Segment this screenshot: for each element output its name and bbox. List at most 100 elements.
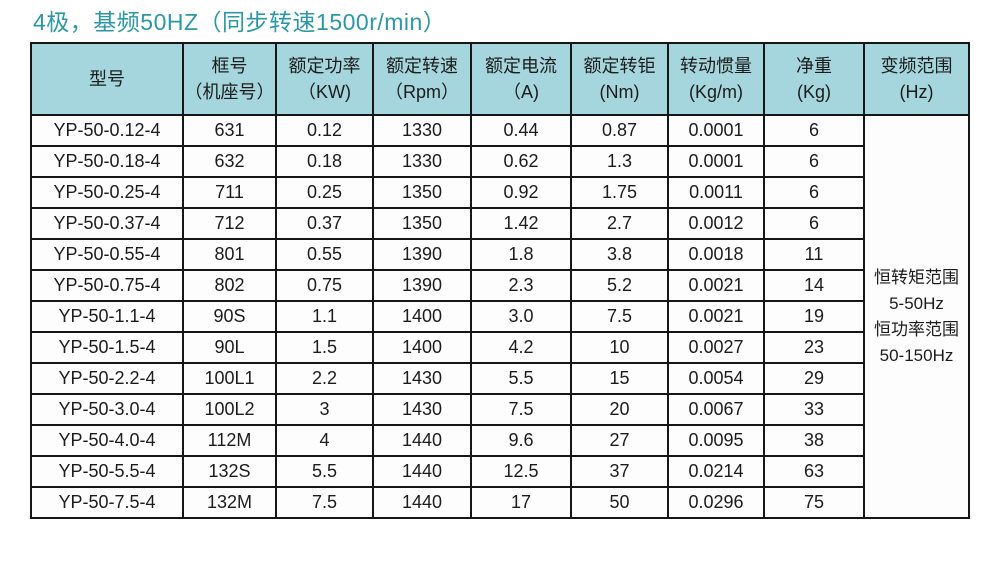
value-cell: 0.18 — [275, 145, 374, 178]
value-cell: 632 — [182, 145, 277, 178]
column-header-name: 额定电流 — [485, 56, 557, 76]
value-cell: 1390 — [372, 269, 472, 302]
value-cell: 2.2 — [275, 362, 374, 395]
column-header-name: 框号 — [211, 56, 248, 76]
value-cell: 0.0011 — [667, 176, 765, 209]
value-cell: 0.92 — [470, 176, 572, 209]
value-cell: 0.0018 — [667, 238, 765, 271]
value-cell: 63 — [763, 455, 865, 488]
column-header-name: 变频范围 — [880, 56, 953, 76]
column-header: 型号 — [30, 42, 184, 116]
column-header: 额定转钜 (Nm) — [570, 42, 669, 116]
value-cell: 0.62 — [470, 145, 572, 178]
model-cell: YP-50-0.18-4 — [30, 145, 184, 178]
model-cell: YP-50-2.2-4 — [30, 362, 184, 395]
value-cell: 2.7 — [570, 207, 669, 240]
value-cell: 7.5 — [275, 486, 374, 519]
value-cell: 9.6 — [470, 424, 572, 457]
value-cell: 0.0054 — [667, 362, 765, 395]
value-cell: 50 — [570, 486, 669, 519]
motor-spec-table: 型号 框号 （机座号） 额定功率 （KW) 额定转速 （Rpm） 额定电流 （A) 额定转钜 (Nm… — [30, 42, 970, 519]
frequency-range-line: 恒功率范围 — [874, 319, 959, 339]
value-cell: 1350 — [372, 207, 472, 240]
value-cell: 3.0 — [470, 300, 572, 333]
value-cell: 38 — [763, 424, 865, 457]
value-cell: 90L — [182, 331, 277, 364]
column-header-unit: (Hz) — [899, 82, 934, 102]
value-cell: 6 — [763, 114, 865, 147]
column-header-unit: (Kg/m) — [689, 82, 743, 102]
value-cell: 12.5 — [470, 455, 572, 488]
value-cell: 100L1 — [182, 362, 277, 395]
value-cell: 0.12 — [275, 114, 374, 147]
value-cell: 1440 — [372, 486, 472, 519]
value-cell: 6 — [763, 207, 865, 240]
column-header-name: 额定功率 — [288, 56, 361, 76]
value-cell: 1440 — [372, 455, 472, 488]
value-cell: 7.5 — [470, 393, 572, 426]
value-cell: 4.2 — [470, 331, 572, 364]
column-header-unit: （机座号） — [184, 82, 275, 102]
value-cell: 1400 — [372, 300, 472, 333]
value-cell: 7.5 — [570, 300, 669, 333]
value-cell: 0.0001 — [667, 114, 765, 147]
value-cell: 0.75 — [275, 269, 374, 302]
column-header: 额定转速 （Rpm） — [372, 42, 472, 116]
table-row: YP-50-3.0-4 100L2 3 1430 7.5 20 0.0067 33 — [30, 393, 969, 426]
value-cell: 631 — [182, 114, 277, 147]
value-cell: 1390 — [372, 238, 472, 271]
value-cell: 11 — [763, 238, 865, 271]
value-cell: 1350 — [372, 176, 472, 209]
value-cell: 0.55 — [275, 238, 374, 271]
value-cell: 0.0296 — [667, 486, 765, 519]
column-header: 框号 （机座号） — [182, 42, 277, 116]
value-cell: 0.0214 — [667, 455, 765, 488]
column-header-unit: (Nm) — [599, 82, 640, 102]
value-cell: 112M — [182, 424, 277, 457]
model-cell: YP-50-0.55-4 — [30, 238, 184, 271]
value-cell: 37 — [570, 455, 669, 488]
value-cell: 0.44 — [470, 114, 572, 147]
table-row: YP-50-0.75-4 802 0.75 1390 2.3 5.2 0.0021 14 — [30, 269, 969, 302]
model-cell: YP-50-0.75-4 — [30, 269, 184, 302]
column-header-name: 额定转钜 — [583, 56, 656, 76]
value-cell: 1330 — [372, 145, 472, 178]
model-cell: YP-50-5.5-4 — [30, 455, 184, 488]
value-cell: 33 — [763, 393, 865, 426]
model-cell: YP-50-0.37-4 — [30, 207, 184, 240]
column-header-name: 额定转速 — [386, 56, 458, 76]
frequency-range-line: 5-50Hz — [889, 293, 944, 313]
column-header: 额定功率 （KW) — [275, 42, 374, 116]
column-header-unit: （A) — [503, 82, 539, 102]
value-cell: 1430 — [372, 362, 472, 395]
value-cell: 0.37 — [275, 207, 374, 240]
model-cell: YP-50-7.5-4 — [30, 486, 184, 519]
value-cell: 5.5 — [275, 455, 374, 488]
value-cell: 0.0067 — [667, 393, 765, 426]
model-cell: YP-50-0.25-4 — [30, 176, 184, 209]
table-row: YP-50-1.5-4 90L 1.5 1400 4.2 10 0.0027 23 — [30, 331, 969, 364]
value-cell: 100L2 — [182, 393, 277, 426]
value-cell: 23 — [763, 331, 865, 364]
value-cell: 0.87 — [570, 114, 669, 147]
table-row: YP-50-5.5-4 132S 5.5 1440 12.5 37 0.0214 63 — [30, 455, 969, 488]
column-header-name: 转动惯量 — [680, 56, 752, 76]
value-cell: 3 — [275, 393, 374, 426]
column-header: 转动惯量 (Kg/m) — [667, 42, 765, 116]
value-cell: 2.3 — [470, 269, 572, 302]
column-header-unit: (Kg) — [796, 82, 831, 102]
value-cell: 27 — [570, 424, 669, 457]
value-cell: 75 — [763, 486, 865, 519]
model-cell: YP-50-0.12-4 — [30, 114, 184, 147]
value-cell: 4 — [275, 424, 374, 457]
value-cell: 711 — [182, 176, 277, 209]
value-cell: 1440 — [372, 424, 472, 457]
model-cell: YP-50-1.1-4 — [30, 300, 184, 333]
column-header-unit: （Rpm） — [384, 82, 459, 102]
table-row: YP-50-0.37-4 712 0.37 1350 1.42 2.7 0.0012 6 — [30, 207, 969, 240]
table-row: 型号 框号 （机座号） 额定功率 （KW) 额定转速 （Rpm） 额定电流 （A) 额定转钜 (Nm… — [30, 42, 970, 116]
value-cell: 10 — [570, 331, 669, 364]
value-cell: 132S — [182, 455, 277, 488]
value-cell: 6 — [763, 145, 865, 178]
value-cell: 20 — [570, 393, 669, 426]
